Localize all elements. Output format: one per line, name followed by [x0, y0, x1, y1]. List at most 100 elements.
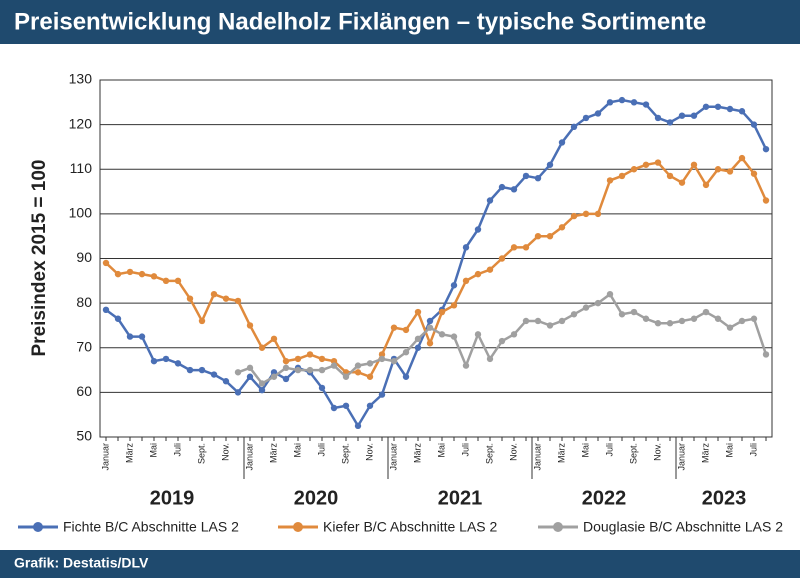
data-point [462, 362, 470, 369]
data-point [714, 103, 722, 110]
data-point [210, 291, 218, 298]
data-point [570, 311, 578, 318]
data-point [498, 255, 506, 262]
data-point [390, 324, 398, 331]
data-point [330, 404, 338, 412]
legend-marker [293, 522, 303, 532]
series-line [105, 98, 768, 429]
x-tick-label: Sept. [196, 443, 206, 464]
x-tick-label: Juli [316, 443, 326, 457]
data-point [654, 159, 662, 166]
data-point [486, 197, 494, 204]
data-point [690, 161, 698, 168]
data-point [210, 371, 218, 378]
year-label: 2021 [438, 487, 483, 509]
data-point [258, 380, 266, 387]
x-tick-label: Januar [532, 443, 542, 471]
data-point [102, 259, 110, 267]
legend-marker [553, 522, 563, 532]
data-point [678, 179, 686, 186]
data-point [150, 357, 158, 365]
data-point [114, 315, 122, 322]
data-point [438, 308, 446, 316]
x-tick-label: Juli [748, 443, 758, 457]
data-point [186, 295, 194, 302]
data-point [726, 324, 734, 331]
data-point [462, 244, 470, 251]
legend-label: Douglasie B/C Abschnitte LAS 2 [583, 519, 783, 535]
data-point [150, 273, 158, 280]
legend-label: Kiefer B/C Abschnitte LAS 2 [323, 519, 498, 535]
data-point [582, 304, 590, 311]
data-point [570, 212, 578, 220]
data-point [234, 389, 242, 396]
data-point [330, 362, 338, 369]
data-point [690, 315, 698, 322]
data-point [318, 366, 326, 374]
x-tick-label: Januar [388, 443, 398, 471]
data-point [702, 308, 710, 316]
data-point [198, 317, 206, 325]
data-point [378, 351, 386, 358]
data-point [126, 268, 134, 276]
data-point [762, 197, 770, 204]
data-point [342, 373, 350, 380]
data-point [402, 349, 410, 356]
data-point [318, 384, 326, 392]
data-point [630, 99, 638, 106]
data-point [498, 183, 506, 191]
data-point [654, 114, 662, 122]
data-point [702, 103, 710, 110]
data-point [114, 270, 122, 278]
data-point [762, 351, 770, 358]
data-point [546, 232, 554, 240]
data-point [126, 333, 134, 340]
data-point [102, 306, 110, 314]
x-tick-label: Mai [148, 443, 158, 458]
data-point [702, 181, 710, 189]
data-point [234, 369, 242, 376]
year-label: 2019 [150, 487, 195, 509]
x-tick-label: Sept. [484, 443, 494, 464]
data-point [270, 369, 278, 376]
x-tick-label: Sept. [340, 443, 350, 464]
data-point [630, 166, 638, 173]
data-point [546, 161, 554, 168]
data-point [198, 366, 206, 374]
data-point [174, 360, 182, 367]
y-tick-label: 70 [76, 338, 92, 354]
data-point [366, 373, 374, 380]
y-tick-label: 50 [76, 428, 92, 444]
data-point [594, 110, 602, 117]
x-tick-label: Nov. [364, 443, 374, 461]
data-point [234, 297, 242, 305]
data-point [522, 172, 530, 180]
data-point [486, 355, 494, 363]
x-tick-label: März [556, 443, 566, 463]
plot-frame [99, 79, 773, 438]
data-point [642, 161, 650, 168]
legend-label: Fichte B/C Abschnitte LAS 2 [63, 519, 239, 535]
data-point [270, 335, 278, 343]
data-point [738, 154, 746, 162]
data-point [402, 326, 410, 334]
data-point [450, 302, 458, 309]
data-point [174, 277, 182, 285]
data-point [378, 391, 386, 398]
x-tick-label: März [268, 443, 278, 463]
x-tick-label: Mai [580, 443, 590, 458]
data-point [510, 331, 518, 338]
data-point [414, 308, 422, 316]
x-tick-label: Januar [244, 443, 254, 471]
x-tick-label: Mai [292, 443, 302, 458]
data-point [594, 210, 602, 218]
footer-bar [0, 550, 800, 578]
data-point [306, 366, 314, 374]
x-tick-label: März [700, 443, 710, 463]
data-point [246, 322, 254, 329]
data-point [354, 362, 362, 369]
data-point [606, 99, 614, 106]
x-tick-label: März [124, 443, 134, 463]
data-point [666, 320, 674, 327]
series-line [105, 156, 768, 379]
